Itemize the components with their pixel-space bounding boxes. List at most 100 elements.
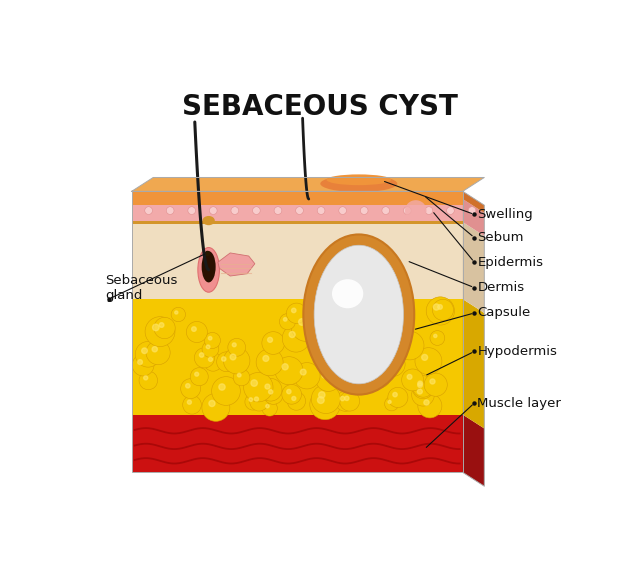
Circle shape <box>468 207 476 214</box>
Circle shape <box>249 398 253 402</box>
Ellipse shape <box>198 248 220 292</box>
Circle shape <box>418 381 422 386</box>
Circle shape <box>360 302 365 307</box>
Polygon shape <box>218 253 255 276</box>
Bar <box>132 191 463 199</box>
Circle shape <box>415 348 442 375</box>
Ellipse shape <box>332 279 364 308</box>
Circle shape <box>300 369 306 375</box>
Circle shape <box>154 318 175 339</box>
Circle shape <box>223 348 250 374</box>
Circle shape <box>166 207 174 214</box>
Circle shape <box>175 311 178 314</box>
Circle shape <box>228 338 246 356</box>
Circle shape <box>265 384 270 389</box>
Circle shape <box>382 207 390 214</box>
Circle shape <box>204 353 222 371</box>
Circle shape <box>263 356 269 362</box>
Circle shape <box>412 383 435 406</box>
Circle shape <box>340 391 360 411</box>
Circle shape <box>186 384 190 388</box>
Circle shape <box>299 319 305 325</box>
Circle shape <box>349 351 379 380</box>
Circle shape <box>388 336 394 342</box>
Circle shape <box>287 389 291 394</box>
Circle shape <box>434 335 437 338</box>
Polygon shape <box>463 199 484 236</box>
Circle shape <box>209 207 217 214</box>
Circle shape <box>418 394 442 418</box>
Circle shape <box>417 389 422 394</box>
Circle shape <box>159 323 164 328</box>
Bar <box>132 199 463 222</box>
Circle shape <box>356 313 372 330</box>
Circle shape <box>282 364 288 370</box>
Polygon shape <box>463 191 484 213</box>
Circle shape <box>339 207 346 214</box>
Polygon shape <box>463 222 484 313</box>
Circle shape <box>186 322 207 342</box>
Circle shape <box>380 316 383 319</box>
Circle shape <box>202 341 219 357</box>
Circle shape <box>262 332 285 355</box>
Circle shape <box>190 367 208 386</box>
Circle shape <box>221 357 226 361</box>
Circle shape <box>255 397 259 401</box>
Circle shape <box>335 313 359 337</box>
Ellipse shape <box>202 216 215 225</box>
Circle shape <box>330 334 356 360</box>
Bar <box>132 299 463 414</box>
Text: Muscle layer: Muscle layer <box>477 397 561 410</box>
Circle shape <box>274 207 282 214</box>
Circle shape <box>146 340 170 365</box>
Circle shape <box>231 207 239 214</box>
Circle shape <box>152 324 159 330</box>
Circle shape <box>334 359 356 381</box>
Circle shape <box>268 338 273 342</box>
Circle shape <box>296 207 303 214</box>
Circle shape <box>143 376 148 380</box>
Circle shape <box>152 346 157 352</box>
Ellipse shape <box>303 234 414 394</box>
Circle shape <box>244 373 273 402</box>
Circle shape <box>402 369 424 391</box>
Circle shape <box>233 369 250 386</box>
Circle shape <box>403 207 411 214</box>
Circle shape <box>206 345 210 349</box>
Text: SEBACEOUS CYST: SEBACEOUS CYST <box>182 93 458 121</box>
Circle shape <box>269 390 273 394</box>
Ellipse shape <box>202 251 216 282</box>
Circle shape <box>367 365 391 388</box>
Text: Swelling: Swelling <box>477 208 533 221</box>
Circle shape <box>259 379 282 401</box>
Circle shape <box>191 327 196 332</box>
Circle shape <box>348 342 374 367</box>
Circle shape <box>355 348 360 353</box>
Circle shape <box>353 311 380 337</box>
Bar <box>132 191 463 473</box>
Circle shape <box>180 379 200 399</box>
Circle shape <box>287 392 305 410</box>
Circle shape <box>291 311 321 342</box>
Circle shape <box>171 308 186 322</box>
Circle shape <box>376 313 391 328</box>
Circle shape <box>132 355 154 376</box>
Circle shape <box>292 396 296 400</box>
Circle shape <box>393 393 397 397</box>
Circle shape <box>195 372 198 376</box>
Circle shape <box>412 377 434 399</box>
Circle shape <box>317 207 325 214</box>
Circle shape <box>141 348 147 353</box>
Circle shape <box>381 352 405 376</box>
Circle shape <box>316 366 341 392</box>
Ellipse shape <box>405 200 426 221</box>
Circle shape <box>317 397 324 403</box>
Circle shape <box>383 349 387 354</box>
Bar <box>132 221 463 224</box>
Circle shape <box>209 336 212 340</box>
Circle shape <box>340 396 345 401</box>
Circle shape <box>275 357 303 384</box>
Circle shape <box>433 304 440 310</box>
Circle shape <box>403 339 409 345</box>
Circle shape <box>430 330 445 345</box>
